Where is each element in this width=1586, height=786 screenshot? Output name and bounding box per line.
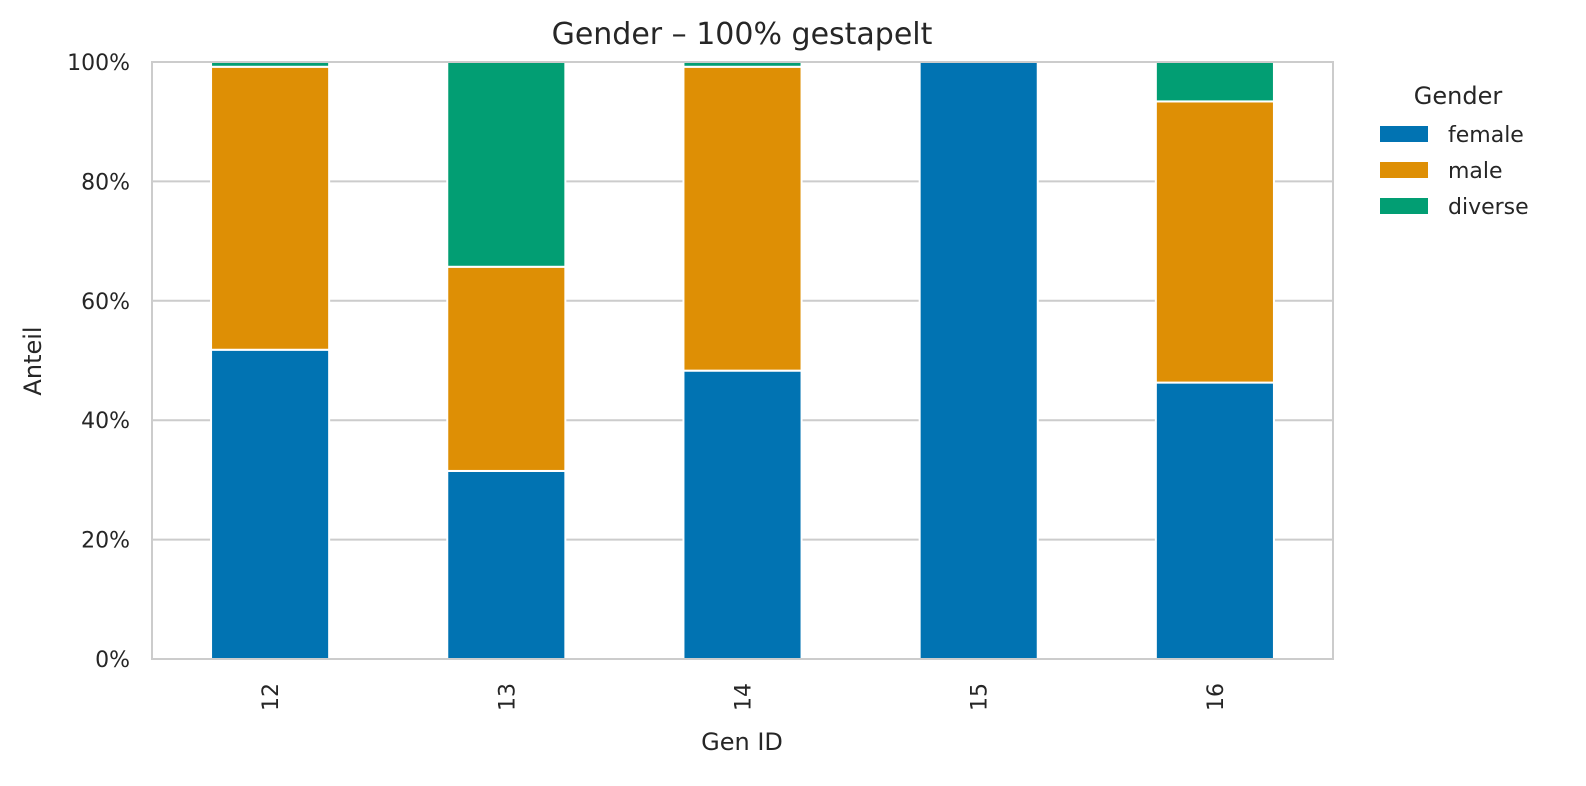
bar-male-14 — [682, 65, 803, 372]
bar-female-15 — [918, 61, 1039, 660]
legend: Gender female male diverse — [1380, 82, 1529, 220]
x-tick-label: 15 — [968, 683, 993, 711]
legend-label-female: female — [1448, 123, 1524, 148]
bar-diverse-16 — [1154, 61, 1275, 103]
legend-title: Gender — [1414, 82, 1503, 110]
legend-swatch-male — [1380, 162, 1428, 178]
x-axis-label: Gen ID — [701, 728, 783, 756]
bar-male-12 — [210, 65, 331, 351]
legend-label-male: male — [1448, 159, 1503, 184]
x-tick-label: 16 — [1204, 683, 1229, 711]
y-tick-label: 20% — [81, 529, 130, 554]
x-tick-labels: 12 13 14 15 16 — [259, 683, 1229, 711]
bar-male-16 — [1154, 100, 1275, 384]
y-tick-labels: 0% 20% 40% 60% 80% 100% — [67, 51, 130, 673]
bar-female-16 — [1154, 381, 1275, 660]
bar-female-12 — [210, 348, 331, 660]
bar-male-13 — [446, 265, 567, 472]
y-tick-label: 80% — [81, 170, 130, 195]
x-tick-label: 13 — [495, 683, 520, 711]
chart-title: Gender – 100% gestapelt — [552, 17, 933, 52]
bar-female-13 — [446, 469, 567, 660]
y-tick-label: 40% — [81, 409, 130, 434]
x-tick-label: 14 — [732, 683, 757, 711]
bar-female-14 — [682, 369, 803, 660]
legend-label-diverse: diverse — [1448, 195, 1529, 220]
legend-swatch-diverse — [1380, 198, 1428, 214]
y-axis-label: Anteil — [19, 326, 47, 395]
legend-swatch-female — [1380, 126, 1428, 142]
y-tick-label: 100% — [67, 51, 130, 76]
y-tick-label: 60% — [81, 290, 130, 315]
bar-diverse-13 — [446, 61, 567, 268]
x-tick-label: 12 — [259, 683, 284, 711]
bars — [210, 61, 1275, 660]
plot-frame — [151, 61, 1334, 660]
y-tick-label: 0% — [95, 648, 130, 673]
